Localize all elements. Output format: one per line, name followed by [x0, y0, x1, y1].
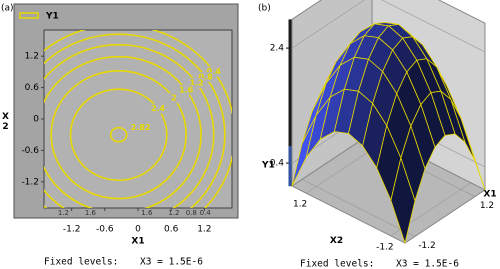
x-axis-title: X1: [483, 189, 496, 199]
y-tick-label: 1.2: [25, 52, 39, 62]
x-tick-label: -1.2: [418, 241, 436, 251]
fixed-label: Fixed levels:: [44, 257, 118, 268]
peak-marker: [109, 126, 128, 143]
contour-label-bg: [197, 72, 214, 83]
x-tick-label: -0.6: [96, 225, 114, 235]
edge-contour-label: 1.6: [85, 209, 97, 217]
contour-label: 1.2: [189, 79, 203, 88]
contour-line: [50, 70, 187, 200]
x-axis-title: X1: [131, 237, 144, 247]
x-tick-label: 1.2: [197, 225, 211, 235]
panel-label: (a): [1, 4, 14, 14]
edge-contour-label: 1.2: [168, 209, 179, 217]
contour-label-bg: [188, 78, 205, 89]
z-tick-label: 0.4: [270, 159, 285, 169]
edge-contour-label: 0.4: [200, 209, 212, 217]
contour-label-bg: [205, 66, 222, 77]
y-axis-title: X2: [1, 112, 11, 132]
y-tick-label: 0.6: [25, 83, 40, 93]
contour-label: 1.6: [179, 85, 194, 94]
x-tick-label: 1.2: [480, 201, 494, 211]
y-tick-label: -1.2: [21, 177, 39, 187]
x-tick-label: 0: [135, 225, 141, 235]
contour-line: [69, 88, 168, 182]
contour-label-bg: [165, 93, 182, 104]
y-tick-label: 0: [33, 115, 39, 125]
contours: 0.40.81.21.62 2.4 2.82: [44, 30, 232, 208]
surface-cell: [390, 157, 416, 244]
contour-line: [44, 33, 226, 208]
y-tick-label: -0.6: [21, 146, 39, 156]
contour-label: 2.4: [151, 104, 166, 113]
edge-contour-label: 1.6: [141, 209, 153, 217]
legend-label: Y1: [45, 12, 59, 22]
peak-label: 2.82: [131, 123, 151, 132]
y-axis-title: X2: [330, 236, 343, 246]
contour-line: [44, 55, 202, 208]
x-tick-label: 0.6: [164, 225, 179, 235]
contour-line: [44, 43, 215, 208]
contour-label-bg: [178, 84, 195, 95]
fixed-label: Fixed levels:: [300, 259, 374, 269]
grid-line: [301, 179, 416, 237]
fixed-value: X3 = 1.5E-6: [396, 259, 459, 269]
fixed-value: X3 = 1.5E-6: [140, 257, 203, 268]
z-axis-title: Y1: [261, 161, 275, 171]
y-tick-label: -1.2: [376, 242, 394, 252]
edge-contour-label: 1.2: [58, 209, 69, 217]
panel-label: (b): [258, 4, 271, 14]
contour-label: 2: [171, 94, 177, 103]
contour-label: 0.8: [199, 73, 214, 82]
x-tick-label: -1.2: [63, 225, 81, 235]
contour-label-bg: [150, 103, 167, 114]
grid-line: [291, 0, 486, 53]
contour-label: 0.4: [207, 67, 222, 76]
z-tick-label: 2.4: [270, 44, 285, 54]
edge-contour-label: 0.8: [186, 209, 197, 217]
y-tick-label: 1.2: [293, 200, 307, 210]
legend-key: [19, 12, 39, 19]
